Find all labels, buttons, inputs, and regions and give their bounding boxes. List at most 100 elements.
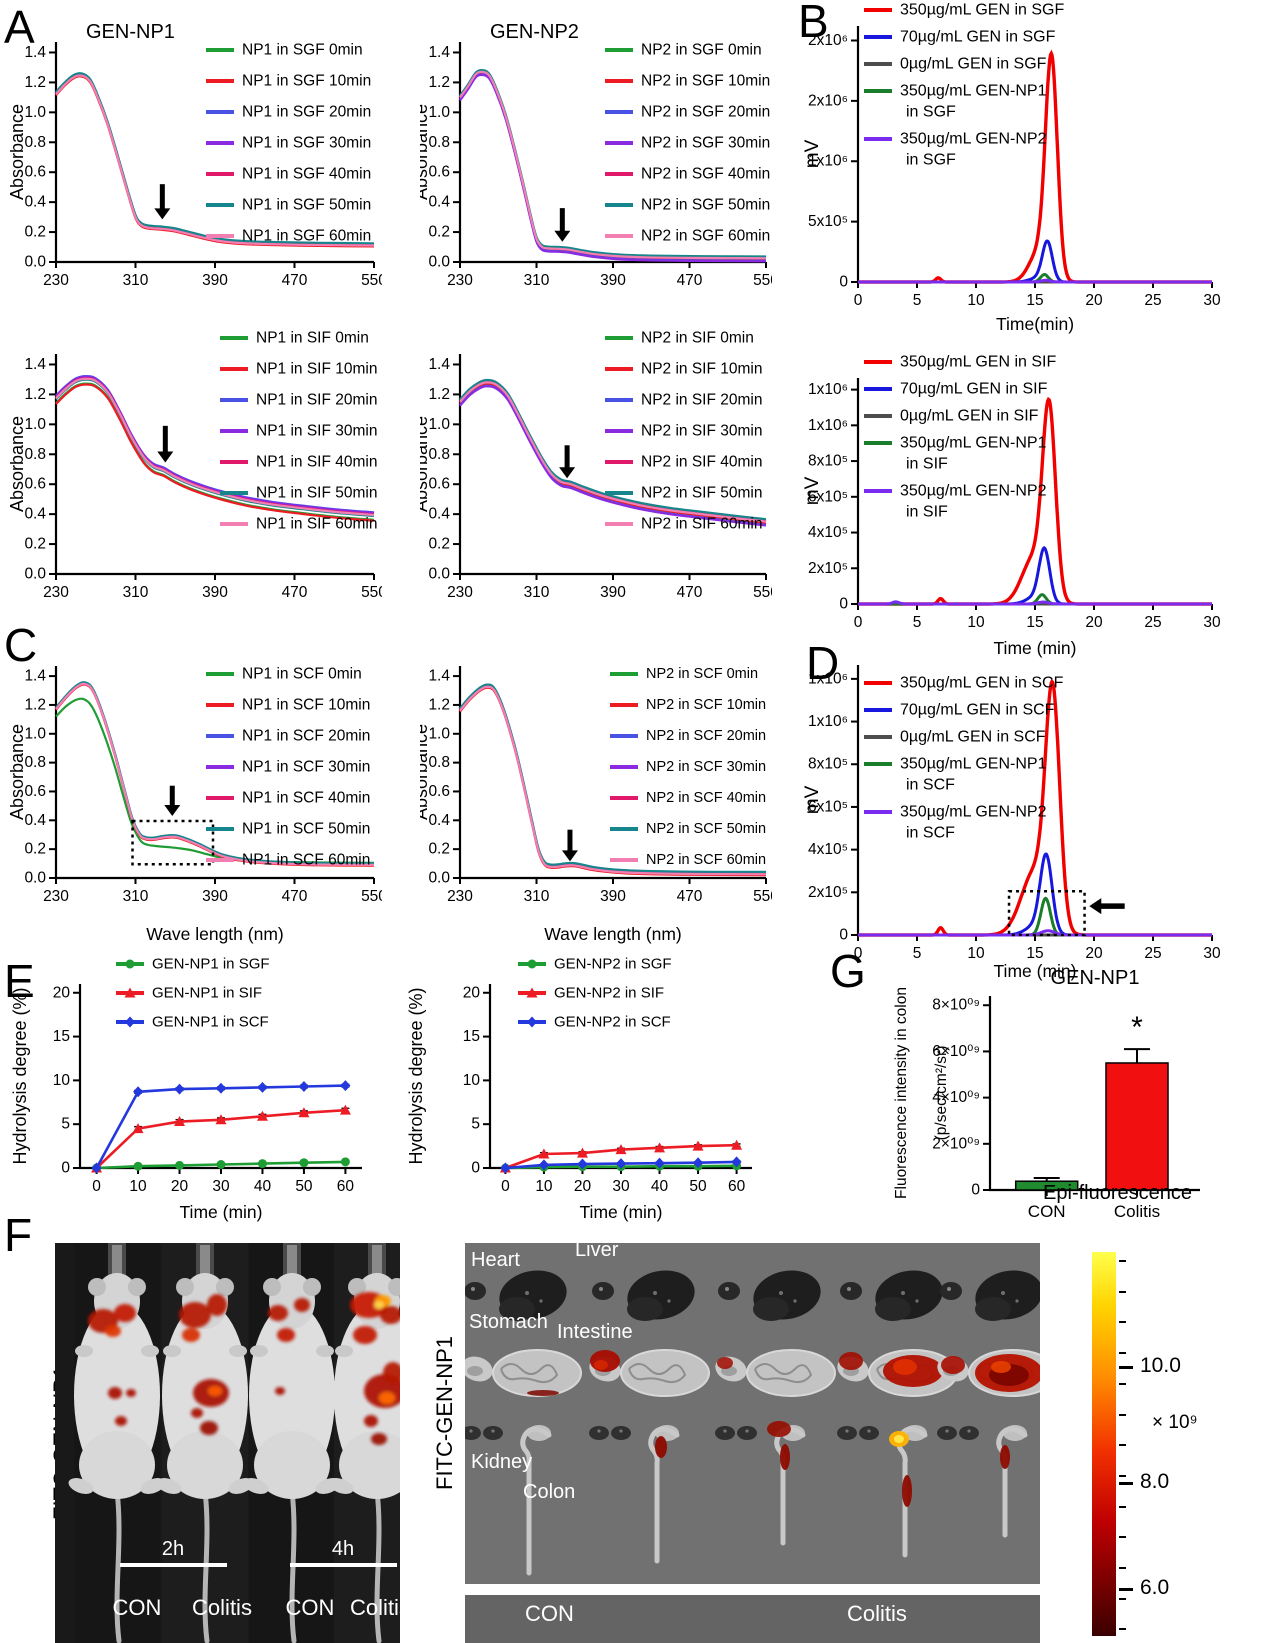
svg-text:10: 10	[129, 1178, 147, 1195]
svg-text:230: 230	[43, 888, 69, 905]
svg-text:550: 550	[753, 584, 772, 601]
svg-text:in SIF: in SIF	[906, 456, 948, 473]
panel-letter-c: C	[4, 619, 38, 671]
svg-text:NP1 in SGF 0min: NP1 in SGF 0min	[242, 42, 363, 59]
svg-text:70µg/mL GEN in SGF: 70µg/mL GEN in SGF	[900, 29, 1056, 46]
svg-text:NP2 in SGF 40min: NP2 in SGF 40min	[641, 166, 770, 183]
svg-text:350µg/mL GEN-NP1: 350µg/mL GEN-NP1	[900, 83, 1047, 100]
svg-text:70µg/mL GEN in SCF: 70µg/mL GEN in SCF	[900, 702, 1055, 719]
svg-text:350µg/mL GEN-NP1: 350µg/mL GEN-NP1	[900, 756, 1047, 773]
svg-text:NP2 in SIF 60min: NP2 in SIF 60min	[641, 516, 762, 533]
colorbar-title: Epi-fluorescence	[1043, 1182, 1192, 1204]
svg-text:50: 50	[295, 1178, 313, 1195]
organ-set-2	[715, 1270, 836, 1546]
legend: NP2 in SCF 0min NP2 in SCF 10min NP2 in SC…	[610, 666, 766, 868]
svg-text:GEN-NP1: GEN-NP1	[86, 21, 175, 43]
axes: 0 10 20 30 40 50 60 0 5 10 15 20 Hydrolysis degree (…	[406, 984, 752, 1222]
panel-letter-d: D	[806, 637, 840, 689]
svg-text:5x10⁵: 5x10⁵	[808, 213, 848, 230]
svg-text:1.2: 1.2	[428, 696, 450, 713]
svg-text:0: 0	[471, 1160, 480, 1177]
dashed-box-annotation	[131, 819, 215, 866]
svg-text:(p/sec/cm²/sr): (p/sec/cm²/sr)	[933, 1046, 950, 1141]
svg-text:NP2 in SGF 50min: NP2 in SGF 50min	[641, 197, 770, 214]
svg-text:NP1 in SCF 40min: NP1 in SCF 40min	[242, 790, 370, 807]
svg-text:4x10⁵: 4x10⁵	[808, 841, 848, 858]
colorbar-minor-tick	[1119, 1260, 1126, 1262]
svg-text:Absorbance: Absorbance	[10, 416, 27, 512]
organ-label-colon: Colon	[523, 1481, 576, 1503]
svg-text:1.0: 1.0	[24, 104, 46, 121]
svg-text:0: 0	[971, 1182, 980, 1199]
svg-text:NP1 in SIF 50min: NP1 in SIF 50min	[256, 485, 377, 502]
down-arrow-annotation	[154, 184, 171, 220]
svg-text:Absorbance: Absorbance	[10, 104, 27, 200]
svg-text:Absorbance: Absorbance	[420, 416, 431, 512]
svg-text:0: 0	[854, 614, 863, 631]
svg-text:0.4: 0.4	[428, 194, 450, 211]
colorbar-minor-tick	[1119, 1536, 1126, 1539]
chart-hplc-scf: 0 5 10 15 20 25 30 0 2x10⁵ 4x10⁵ 6x10⁵ 8x10⁵ 1x10⁶ 1x…	[800, 655, 1252, 990]
svg-text:25: 25	[1144, 945, 1161, 962]
svg-text:NP2 in SCF 40min: NP2 in SCF 40min	[646, 790, 766, 806]
svg-text:GEN-NP1: GEN-NP1	[1051, 967, 1140, 989]
series	[55, 374, 375, 522]
svg-text:230: 230	[447, 272, 473, 289]
fluorescence-overlay	[941, 1354, 1043, 1469]
svg-text:0.2: 0.2	[428, 224, 450, 241]
svg-text:30: 30	[212, 1178, 230, 1195]
svg-text:0: 0	[92, 1178, 101, 1195]
svg-text:mV: mV	[802, 785, 823, 814]
svg-text:1.0: 1.0	[24, 725, 46, 742]
svg-text:GEN-NP1 in SIF: GEN-NP1 in SIF	[152, 985, 262, 1002]
axes: 230 310 390 470 550 0.0 0.2 0.4 0.6 0.8 1.0 1.2 1.4 A…	[7, 21, 387, 289]
colorbar-major-tick	[1119, 1588, 1133, 1591]
svg-text:15: 15	[1026, 614, 1043, 631]
svg-text:550: 550	[753, 272, 772, 289]
svg-text:15: 15	[463, 1028, 480, 1045]
svg-text:20: 20	[1085, 945, 1103, 962]
svg-text:50: 50	[689, 1178, 707, 1195]
chart-np2-sif-spectra: 230 310 390 470 550 0.0 0.2 0.4 0.6 0.8 1.0 1.2 1.4 A…	[411, 324, 779, 629]
svg-text:60: 60	[337, 1178, 355, 1195]
svg-text:NP1 in SIF 30min: NP1 in SIF 30min	[256, 423, 377, 440]
svg-text:5: 5	[471, 1116, 480, 1133]
svg-text:Hydrolysis degree (%): Hydrolysis degree (%)	[406, 987, 426, 1164]
svg-text:1.0: 1.0	[428, 416, 450, 433]
svg-text:0.8: 0.8	[24, 446, 46, 463]
svg-text:NP1 in SGF 10min: NP1 in SGF 10min	[242, 73, 371, 90]
mouse-1	[156, 1273, 254, 1643]
svg-text:NP1 in SCF 20min: NP1 in SCF 20min	[242, 728, 370, 745]
svg-text:4x10⁵: 4x10⁵	[808, 524, 848, 541]
svg-text:2x10⁶: 2x10⁶	[808, 32, 848, 49]
group-label-colitis: Colitis	[847, 1601, 907, 1626]
svg-text:1x10⁶: 1x10⁶	[808, 381, 848, 398]
svg-text:25: 25	[1144, 614, 1161, 631]
legend: NP1 in SGF 0min NP1 in SGF 10min NP1 in SG…	[206, 42, 371, 245]
svg-text:NP1 in SGF 40min: NP1 in SGF 40min	[242, 166, 371, 183]
svg-text:NP1 in SIF 40min: NP1 in SIF 40min	[256, 454, 377, 471]
svg-text:0: 0	[839, 596, 848, 613]
svg-text:Fluorescence intensity in colo: Fluorescence intensity in colon	[893, 987, 910, 1199]
colorbar-minor-tick	[1119, 1352, 1126, 1355]
panel-letter-e: E	[4, 955, 35, 1007]
svg-text:NP2 in SIF 50min: NP2 in SIF 50min	[641, 485, 762, 502]
legend: 350µg/mL GEN in SIF 70µg/mL GEN in SIF 0µg…	[864, 354, 1056, 521]
svg-text:350µg/mL GEN in SCF: 350µg/mL GEN in SCF	[900, 675, 1064, 692]
svg-text:40: 40	[254, 1178, 272, 1195]
svg-text:350µg/mL GEN in SGF: 350µg/mL GEN in SGF	[900, 2, 1064, 19]
legend: NP1 in SCF 0min NP1 in SCF 10min NP1 in SC…	[206, 666, 370, 869]
svg-text:0.2: 0.2	[24, 841, 46, 858]
svg-text:NP2 in SIF 30min: NP2 in SIF 30min	[641, 423, 762, 440]
svg-text:in SCF: in SCF	[906, 825, 955, 842]
svg-text:NP1 in SGF 30min: NP1 in SGF 30min	[242, 135, 371, 152]
svg-text:0.2: 0.2	[428, 841, 450, 858]
svg-text:0: 0	[854, 945, 863, 962]
svg-text:0.0: 0.0	[24, 870, 46, 887]
svg-text:6x10⁵: 6x10⁵	[808, 798, 848, 815]
svg-text:30: 30	[1203, 945, 1221, 962]
legend: NP2 in SGF 0min NP2 in SGF 10min NP2 in SG…	[605, 42, 770, 245]
svg-text:1.2: 1.2	[24, 74, 46, 91]
svg-text:NP2 in SCF 30min: NP2 in SCF 30min	[646, 759, 766, 775]
legend: GEN-NP2 in SGF GEN-NP2 in SIF GEN-NP2 in S…	[518, 956, 672, 1031]
